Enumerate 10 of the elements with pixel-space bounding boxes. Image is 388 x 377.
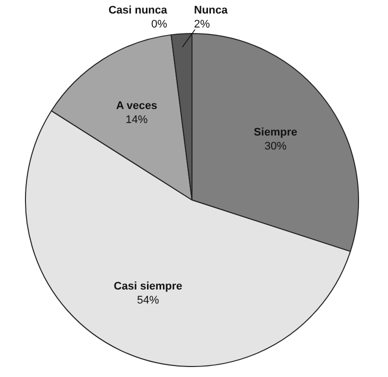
text: 0% bbox=[151, 18, 168, 31]
data-label: 14% bbox=[126, 114, 148, 126]
category-label: Casi nunca bbox=[108, 4, 168, 17]
slice-label: Nunca bbox=[194, 4, 228, 17]
slice-label: Casi siempre bbox=[114, 280, 182, 292]
slice-label: A veces bbox=[116, 100, 158, 112]
data-label: 2% bbox=[194, 18, 210, 31]
data-label: 30% bbox=[264, 140, 287, 152]
data-label: 54% bbox=[137, 294, 160, 306]
slice-label: Siempre bbox=[254, 126, 298, 138]
